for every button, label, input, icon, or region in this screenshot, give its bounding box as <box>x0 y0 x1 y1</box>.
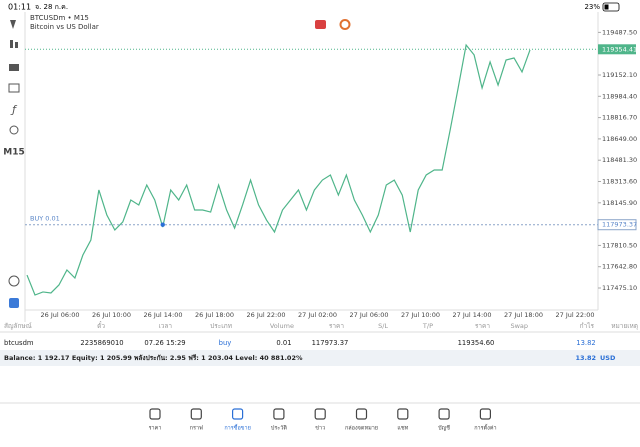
x-tick-label: 27 Jul 18:00 <box>504 311 543 319</box>
y-tick-label: 118984.40 <box>602 92 637 100</box>
nav-label[interactable]: ข่าว <box>315 426 325 432</box>
depth-icon[interactable] <box>339 19 351 30</box>
chart-subtitle: Bitcoin vs US Dollar <box>30 23 99 31</box>
x-tick-label: 27 Jul 02:00 <box>298 311 337 319</box>
one-click-icon[interactable] <box>315 20 326 29</box>
nav-label[interactable]: การซื้อขาย <box>224 424 250 432</box>
speed-icon[interactable] <box>8 275 20 287</box>
chart-title: BTCUSDm • M15 <box>30 14 89 22</box>
cell-open: 117973.37 <box>312 339 349 347</box>
candles-icon[interactable] <box>10 40 13 48</box>
column-header: ตั๋ว <box>97 321 105 330</box>
status-battery: 23% <box>584 3 600 11</box>
column-header: ราคา <box>329 322 344 330</box>
column-header: T/P <box>422 322 433 330</box>
total-currency: USD <box>600 354 616 362</box>
nav-icon[interactable] <box>479 408 491 420</box>
x-tick-label: 26 Jul 22:00 <box>247 311 286 319</box>
y-tick-label: 118816.70 <box>602 114 637 122</box>
current-price-label: 119354.41 <box>602 45 637 53</box>
nav-icon[interactable] <box>355 408 368 420</box>
cell-type: buy <box>219 339 232 347</box>
cell-time: 07.26 15:29 <box>144 339 185 347</box>
candles-icon-2[interactable] <box>15 42 18 48</box>
trade-icon[interactable] <box>9 298 19 308</box>
buy-label: BUY 0.01 <box>30 215 60 223</box>
nav-label[interactable]: การตั้งค่า <box>474 424 496 432</box>
y-tick-label: 118649.00 <box>602 135 637 143</box>
x-tick-label: 26 Jul 18:00 <box>195 311 234 319</box>
x-tick-label: 27 Jul 06:00 <box>350 311 389 319</box>
nav-icon[interactable] <box>397 408 409 420</box>
balance-bar <box>0 350 640 366</box>
current-price-box <box>598 44 636 55</box>
nav-label[interactable]: กล่องจดหมาย <box>345 426 378 432</box>
buy-price-box <box>597 219 637 231</box>
column-header: กำไร <box>580 322 595 330</box>
timeframe[interactable]: M15 <box>3 148 24 158</box>
x-tick-label: 26 Jul 10:00 <box>92 311 131 319</box>
objects-icon[interactable] <box>8 83 20 93</box>
nav-icon[interactable] <box>314 408 326 420</box>
y-tick-label: 118313.60 <box>602 178 637 186</box>
cell-ticket: 2235869010 <box>80 339 123 347</box>
buy-marker <box>160 222 165 227</box>
column-header: หมายเหตุ <box>611 322 638 330</box>
column-header: เวลา <box>158 322 172 330</box>
cell-symbol: btcusdm <box>4 339 34 347</box>
nav-icon[interactable] <box>438 408 450 420</box>
x-tick-label: 27 Jul 22:00 <box>556 311 595 319</box>
x-tick-label: 27 Jul 10:00 <box>401 311 440 319</box>
nav-label[interactable]: ประวัติ <box>271 425 287 432</box>
battery-level <box>604 4 609 10</box>
cell-profit: 13.82 <box>576 339 595 347</box>
y-tick-label: 119487.50 <box>602 28 637 36</box>
crosshair-icon[interactable] <box>10 20 16 29</box>
nav-label[interactable]: กราฟ <box>190 425 203 432</box>
function-icon[interactable]: ƒ <box>10 103 18 116</box>
nav-icon[interactable] <box>273 408 285 420</box>
total-profit: 13.82 <box>575 354 596 362</box>
buy-price-label: 117973.37 <box>602 221 637 229</box>
sidebar-icons: ƒ <box>8 20 20 308</box>
column-header: ราคา <box>475 322 490 330</box>
nav-label[interactable]: บัญชี <box>438 425 450 432</box>
y-tick-label: 117642.80 <box>602 263 637 271</box>
y-tick-label: 117810.50 <box>602 241 637 249</box>
y-tick-label: 117475.10 <box>602 284 637 292</box>
cell-volume: 0.01 <box>276 339 291 347</box>
status-date: จ. 28 ก.ค. <box>35 3 68 11</box>
status-time: 01:11 <box>8 3 31 12</box>
x-tick-label: 26 Jul 06:00 <box>41 311 80 319</box>
nav-icon[interactable] <box>149 408 161 420</box>
nav-label[interactable]: แชท <box>397 425 408 432</box>
x-tick-label: 27 Jul 14:00 <box>453 311 492 319</box>
balance: Balance: 1 192.17 Equity: 1 205.99 พลังป… <box>4 354 303 362</box>
column-header: Volume <box>270 322 294 330</box>
column-header: Swap <box>510 322 528 330</box>
column-header: สัญลักษณ์ <box>4 322 32 330</box>
x-tick-label: 26 Jul 14:00 <box>144 311 183 319</box>
nav-icon[interactable] <box>232 408 244 420</box>
battery-icon <box>602 2 620 12</box>
y-tick-label: 118481.30 <box>602 156 637 164</box>
nav-label[interactable]: ราคา <box>149 426 162 432</box>
price-line <box>26 43 531 296</box>
column-header: ประเภท <box>210 322 232 330</box>
y-tick-label: 118145.90 <box>602 199 637 207</box>
cell-price: 119354.60 <box>458 339 495 347</box>
nav-icon[interactable] <box>190 408 202 420</box>
column-header: S/L <box>378 322 388 330</box>
y-tick-label: 119152.10 <box>602 71 637 79</box>
indicators-icon[interactable] <box>9 64 19 71</box>
shapes-icon[interactable] <box>9 125 19 135</box>
